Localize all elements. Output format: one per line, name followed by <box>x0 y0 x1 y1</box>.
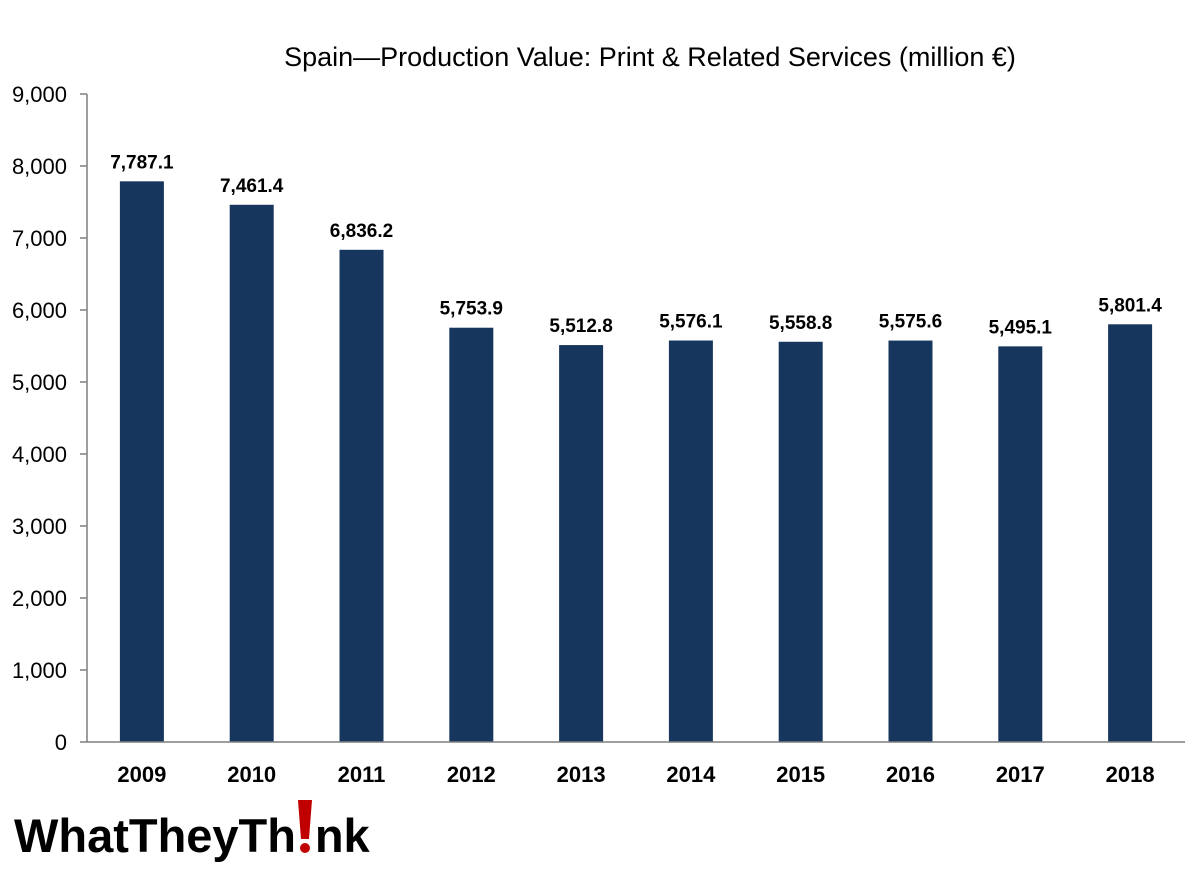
bar-2017 <box>998 346 1043 742</box>
data-label-2013: 5,512.8 <box>549 316 612 337</box>
bar-2011 <box>339 249 384 743</box>
logo-text-after: nk <box>315 809 371 862</box>
x-tick-label-2015: 2015 <box>776 762 825 787</box>
exclamation-stem <box>297 800 312 839</box>
logo-wordmark: WhatTheyTh nk <box>14 809 371 862</box>
x-tick-label-2011: 2011 <box>338 762 386 787</box>
y-tick-label: 0 <box>55 730 67 755</box>
bar-2012 <box>449 327 494 742</box>
y-tick-label: 4,000 <box>12 442 67 467</box>
chart-title: Spain—Production Value: Print & Related … <box>284 42 1016 72</box>
y-tick-label: 9,000 <box>12 82 67 107</box>
y-tick-label: 7,000 <box>12 226 67 251</box>
bars <box>119 181 1153 743</box>
bar-2016 <box>888 340 933 742</box>
bar-2013 <box>559 345 604 742</box>
x-tick-label-2012: 2012 <box>447 762 496 787</box>
x-tick-label-2014: 2014 <box>666 762 716 787</box>
y-tick-label: 3,000 <box>12 514 67 539</box>
exclamation-mark-icon <box>297 800 312 853</box>
logo-text-before: WhatTheyTh <box>14 809 296 862</box>
y-tick-label: 5,000 <box>12 370 67 395</box>
bar-2010 <box>229 204 274 743</box>
x-tick-label-2016: 2016 <box>886 762 935 787</box>
exclamation-dot <box>299 843 310 853</box>
data-label-2011: 6,836.2 <box>330 221 393 242</box>
data-label-2015: 5,558.8 <box>769 313 832 334</box>
data-label-2018: 5,801.4 <box>1098 295 1162 316</box>
x-tick-label-2013: 2013 <box>557 762 606 787</box>
whattheythink-logo: WhatTheyTh nk <box>14 800 371 862</box>
y-tick-labels: 0 1,000 2,000 3,000 4,000 5,000 6,000 7,000 8,00… <box>12 82 67 755</box>
y-tick-label: 1,000 <box>12 658 67 683</box>
data-labels: 7,787.1 7,461.4 6,836.2 5,753.9 5,512.8 5,576… <box>110 152 1162 338</box>
data-label-2012: 5,753.9 <box>440 299 503 320</box>
x-tick-label-2010: 2010 <box>227 762 276 787</box>
bar-2014 <box>668 340 713 742</box>
data-label-2009: 7,787.1 <box>110 152 174 173</box>
y-tick-label: 2,000 <box>12 586 67 611</box>
data-label-2017: 5,495.1 <box>989 317 1053 338</box>
bar-2018 <box>1108 324 1153 742</box>
data-label-2014: 5,576.1 <box>659 312 723 333</box>
data-label-2016: 5,575.6 <box>879 312 942 333</box>
y-axis <box>80 93 88 743</box>
data-label-2010: 7,461.4 <box>220 176 284 197</box>
bar-2015 <box>778 341 823 742</box>
x-tick-label-2018: 2018 <box>1106 762 1155 787</box>
x-tick-labels: 2009 2010 2011 2012 2013 2014 2015 2016 2017 2018 <box>117 762 1154 787</box>
x-tick-label-2009: 2009 <box>117 762 166 787</box>
bar-2009 <box>119 181 164 742</box>
y-tick-label: 6,000 <box>12 298 67 323</box>
x-tick-label-2017: 2017 <box>996 762 1045 787</box>
y-tick-label: 8,000 <box>12 154 67 179</box>
